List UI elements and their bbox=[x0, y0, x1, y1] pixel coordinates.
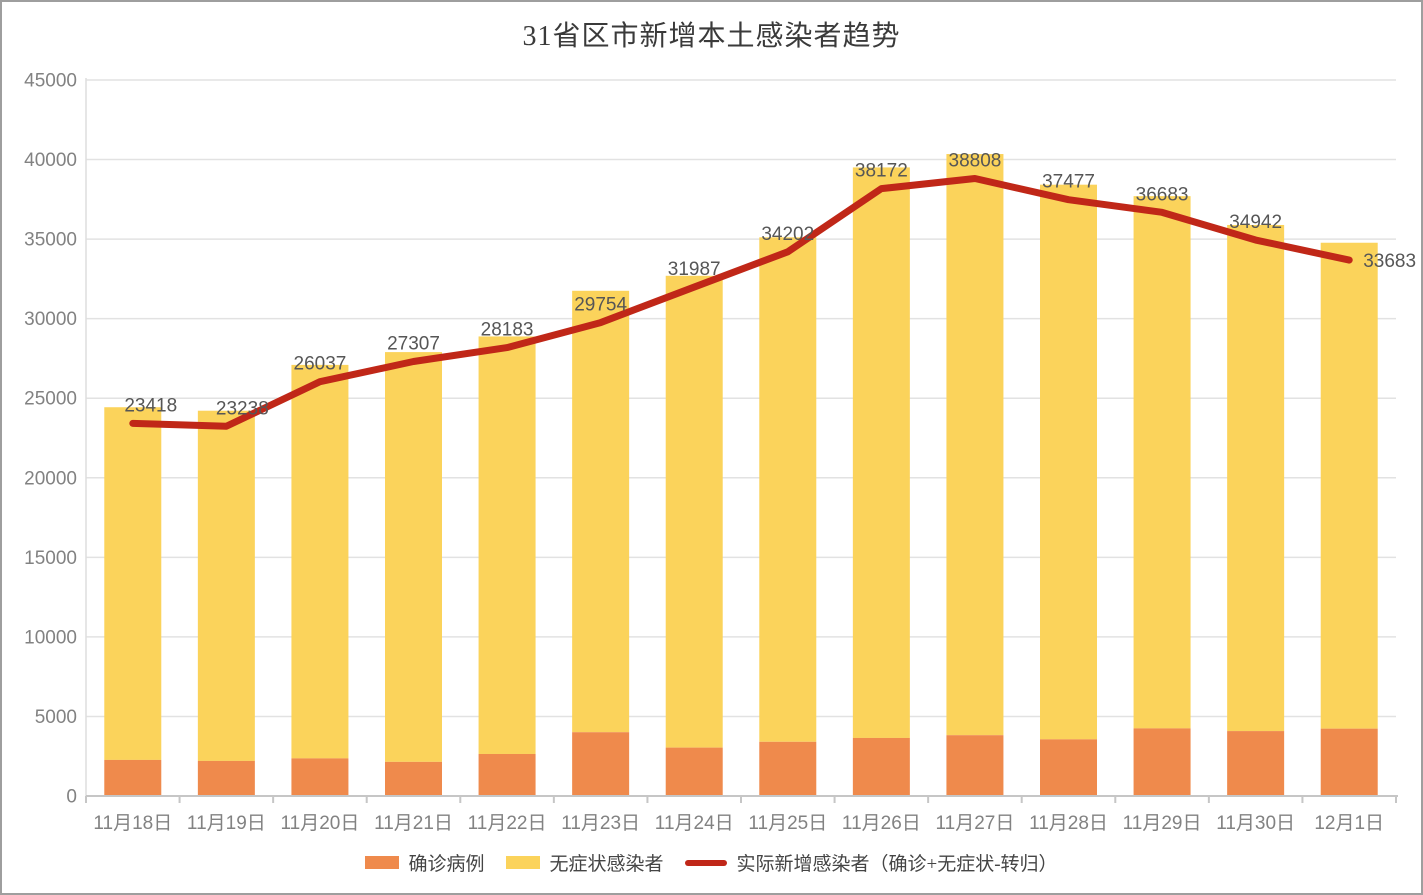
bar-confirmed-segment bbox=[478, 753, 536, 796]
bar-confirmed-segment bbox=[104, 759, 162, 796]
x-tick-label: 11月19日 bbox=[187, 813, 266, 834]
data-label: 34202 bbox=[761, 224, 814, 245]
bar-asymptomatic-segment bbox=[478, 336, 536, 754]
y-tick-label: 35000 bbox=[24, 230, 77, 251]
x-axis-ticks bbox=[85, 796, 1397, 803]
y-axis-tick-labels: 0 5000 10000 15000 20000 25000 30000 35000 40000… bbox=[24, 71, 77, 808]
data-labels: 23418 23238 26037 27307 28183 29754 31987 34202… bbox=[124, 151, 1416, 420]
bar-asymptomatic-segment bbox=[104, 407, 162, 760]
legend-swatch-asymptomatic bbox=[506, 856, 541, 869]
bar-confirmed-segment bbox=[665, 747, 723, 796]
bar-confirmed-segment bbox=[385, 761, 442, 796]
y-tick-label: 25000 bbox=[24, 389, 77, 410]
data-label: 27307 bbox=[387, 334, 440, 355]
bar-asymptomatic-segment bbox=[946, 154, 1004, 736]
x-tick-label: 11月23日 bbox=[561, 813, 640, 834]
y-tick-label: 45000 bbox=[24, 71, 77, 92]
data-label: 23238 bbox=[216, 398, 269, 419]
bar-asymptomatic-segment bbox=[385, 352, 442, 762]
data-label: 34942 bbox=[1229, 212, 1282, 233]
y-tick-label: 20000 bbox=[24, 468, 77, 489]
legend-swatch-actual-new-infections bbox=[685, 859, 728, 866]
x-tick-label: 11月26日 bbox=[842, 813, 921, 834]
x-tick-label: 11月18日 bbox=[93, 813, 172, 834]
bar-confirmed-segment bbox=[197, 760, 255, 796]
x-tick-label: 11月27日 bbox=[935, 813, 1014, 834]
bar-asymptomatic-segment bbox=[197, 410, 255, 761]
bar-confirmed-segment bbox=[759, 741, 817, 796]
bar-confirmed-segment bbox=[1320, 728, 1378, 796]
bar-confirmed-segment bbox=[1227, 731, 1285, 796]
x-tick-label: 12月1日 bbox=[1314, 813, 1384, 834]
x-tick-label: 11月22日 bbox=[468, 813, 547, 834]
bar-confirmed-segment bbox=[946, 735, 1004, 796]
bar-confirmed-segment bbox=[572, 732, 630, 796]
data-label: 23418 bbox=[124, 395, 177, 416]
bar-asymptomatic-segment bbox=[1320, 242, 1378, 729]
y-tick-label: 40000 bbox=[24, 150, 77, 171]
bar-asymptomatic-segment bbox=[1227, 224, 1285, 732]
legend: 确诊病例 无症状感染者 实际新增感染者（确诊+无症状-转归） bbox=[2, 849, 1421, 876]
x-tick-label: 11月28日 bbox=[1029, 813, 1108, 834]
data-label: 37477 bbox=[1042, 172, 1095, 193]
bar-confirmed-segment bbox=[852, 737, 910, 796]
bar-asymptomatic-segment bbox=[759, 237, 817, 742]
y-tick-label: 30000 bbox=[24, 309, 77, 330]
legend-swatch-confirmed bbox=[365, 856, 400, 869]
y-tick-label: 15000 bbox=[24, 548, 77, 569]
x-axis-tick-labels: 11月18日 11月19日 11月20日 11月21日 11月22日 11月23日 11月2… bbox=[93, 813, 1384, 834]
x-tick-label: 11月29日 bbox=[1123, 813, 1202, 834]
data-label: 26037 bbox=[294, 354, 347, 375]
legend-label-asymptomatic: 无症状感染者 bbox=[549, 854, 664, 875]
data-label: 29754 bbox=[574, 295, 627, 316]
x-tick-label: 11月24日 bbox=[655, 813, 734, 834]
x-tick-label: 11月20日 bbox=[280, 813, 359, 834]
x-tick-label: 11月25日 bbox=[748, 813, 827, 834]
data-label: 38172 bbox=[855, 161, 908, 182]
bar-asymptomatic-segment bbox=[852, 167, 910, 738]
data-label: 28183 bbox=[481, 320, 534, 341]
data-label: 31987 bbox=[668, 259, 721, 280]
legend-label-actual-new-infections: 实际新增感染者（确诊+无症状-转归） bbox=[736, 854, 1058, 875]
data-label: 38808 bbox=[949, 151, 1002, 172]
y-tick-label: 10000 bbox=[24, 627, 77, 648]
legend-label-confirmed: 确诊病例 bbox=[408, 854, 485, 875]
trend-line bbox=[129, 175, 1353, 430]
bar-asymptomatic-segment bbox=[665, 275, 723, 748]
x-tick-label: 11月30日 bbox=[1216, 813, 1295, 834]
y-tick-label: 0 bbox=[66, 787, 77, 808]
bar-asymptomatic-segment bbox=[572, 290, 630, 733]
bars bbox=[104, 154, 1378, 796]
bar-asymptomatic-segment bbox=[291, 364, 349, 759]
y-tick-label: 5000 bbox=[35, 707, 77, 728]
bar-confirmed-segment bbox=[1133, 728, 1191, 796]
data-label: 33683 bbox=[1363, 251, 1416, 272]
chart-title: 31省区市新增本土感染者趋势 bbox=[522, 21, 901, 52]
bar-asymptomatic-segment bbox=[1133, 196, 1191, 729]
bar-asymptomatic-segment bbox=[1040, 184, 1097, 740]
data-label: 36683 bbox=[1136, 184, 1189, 205]
x-tick-label: 11月21日 bbox=[374, 813, 453, 834]
bar-confirmed-segment bbox=[291, 758, 349, 796]
bar-confirmed-segment bbox=[1040, 739, 1097, 796]
